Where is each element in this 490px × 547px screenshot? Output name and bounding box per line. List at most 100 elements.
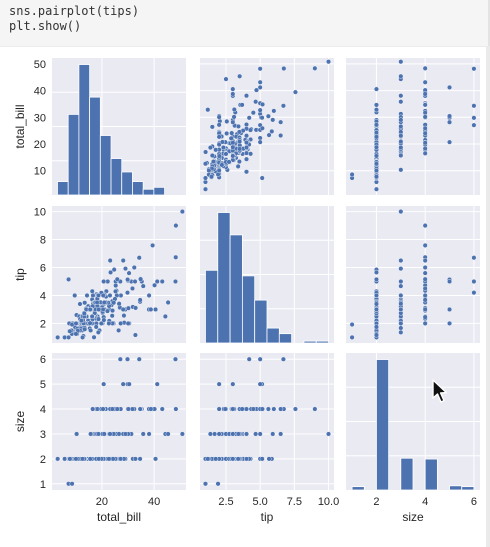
scatter-point	[133, 305, 139, 311]
scatter-point	[447, 278, 453, 284]
scatter-point	[67, 328, 73, 334]
scatter-point	[257, 66, 263, 72]
scatter-point	[146, 292, 152, 298]
scatter-point	[422, 114, 428, 120]
scatter-point	[398, 117, 404, 123]
scatter-point	[281, 65, 287, 71]
scatter-point	[216, 122, 222, 128]
scatter-point	[422, 242, 428, 248]
scatter-point	[101, 317, 107, 323]
scatter-point	[202, 186, 208, 192]
scatter-point	[90, 406, 96, 412]
scatter-point	[228, 135, 234, 141]
scatter-point	[111, 267, 117, 273]
scatter-point	[222, 406, 228, 412]
scatter-point	[349, 334, 355, 340]
scatter-point	[471, 103, 477, 109]
scatter-point	[373, 332, 379, 338]
scatter-point	[236, 129, 242, 135]
scatter-point	[243, 122, 249, 128]
scatter-point	[280, 103, 286, 109]
scatter-point	[80, 456, 86, 462]
scatter-point	[220, 144, 226, 150]
scatter-point	[101, 381, 107, 387]
scatter-point	[89, 313, 95, 319]
scatter-point	[109, 313, 115, 319]
scatter-point	[87, 320, 93, 326]
scatter-point	[398, 167, 404, 173]
code-cell[interactable]: sns.pairplot(tips) plt.show()	[0, 0, 490, 47]
scatter-point	[243, 156, 249, 162]
pairplot-figure: 10 20 30 40 50 total_bill 2 4 6 8 10 tip 1 2 3 4 5 6 size 2…	[13, 58, 480, 524]
scatter-point	[422, 285, 428, 291]
y-tick-label: 50	[34, 59, 46, 71]
scatter-point	[230, 431, 236, 437]
scatter-point	[129, 285, 135, 291]
scatter-point	[236, 159, 242, 165]
scatter-point	[373, 292, 379, 298]
scatter-point	[90, 292, 96, 298]
scatter-point	[173, 254, 179, 260]
histogram-bar	[205, 269, 219, 344]
scatter-point	[81, 310, 87, 316]
scatter-point	[91, 334, 97, 340]
scatter-point	[235, 431, 241, 437]
scatter-point	[140, 431, 146, 437]
scatter-point	[82, 300, 88, 306]
scatter-point	[116, 431, 122, 437]
histogram-bar	[57, 181, 69, 196]
scatter-point	[153, 456, 159, 462]
scatter-point	[373, 301, 379, 307]
scatter-point	[398, 123, 404, 129]
scatter-point	[67, 456, 73, 462]
scatter-point	[148, 406, 154, 412]
panel-background	[52, 206, 186, 343]
scatter-point	[422, 314, 428, 320]
scatter-point	[125, 406, 131, 412]
histogram-bar	[449, 485, 463, 491]
scatter-point	[74, 431, 80, 437]
scatter-point	[207, 431, 213, 437]
scatter-point	[84, 292, 90, 298]
scatter-point	[77, 301, 83, 307]
scatter-point	[398, 301, 404, 307]
scatter-point	[398, 292, 404, 298]
scatter-point	[165, 431, 171, 437]
y-tick-label: 30	[34, 112, 46, 124]
scatter-point	[373, 276, 379, 282]
scatter-point	[122, 431, 128, 437]
scatter-point	[422, 125, 428, 131]
histogram-bar	[241, 275, 256, 344]
scatter-point	[216, 167, 222, 173]
scatter-point	[373, 174, 379, 180]
scatter-point	[326, 431, 332, 437]
output-scrollbar[interactable]	[486, 46, 490, 547]
scatter-point	[265, 113, 271, 119]
code-line-1: sns.pairplot(tips)	[9, 4, 140, 18]
panel-size-vs-size	[346, 353, 480, 491]
scatter-point	[216, 431, 222, 437]
scatter-point	[216, 406, 222, 412]
scatter-point	[96, 431, 102, 437]
scatter-point	[172, 278, 178, 284]
scatter-point	[153, 306, 159, 312]
scatter-point	[271, 406, 277, 412]
scatter-point	[80, 334, 86, 340]
scatter-point	[422, 223, 428, 229]
mouse-cursor-icon	[432, 379, 448, 403]
histogram-bar	[351, 486, 365, 491]
x-tick-label: 10.0	[318, 496, 339, 508]
scatter-point	[230, 406, 236, 412]
x-tick-label: 40	[148, 496, 160, 508]
code-line-2: plt.show()	[9, 19, 82, 33]
scatter-point	[257, 107, 263, 113]
scatter-point	[101, 278, 107, 284]
scatter-point	[422, 140, 428, 146]
panel-tip-vs-tip	[200, 206, 334, 344]
scatter-point	[108, 269, 114, 275]
scatter-point	[66, 276, 72, 282]
scatter-point	[223, 76, 229, 82]
scatter-point	[110, 456, 116, 462]
scatter-point	[146, 431, 152, 437]
panel-background	[200, 58, 334, 195]
